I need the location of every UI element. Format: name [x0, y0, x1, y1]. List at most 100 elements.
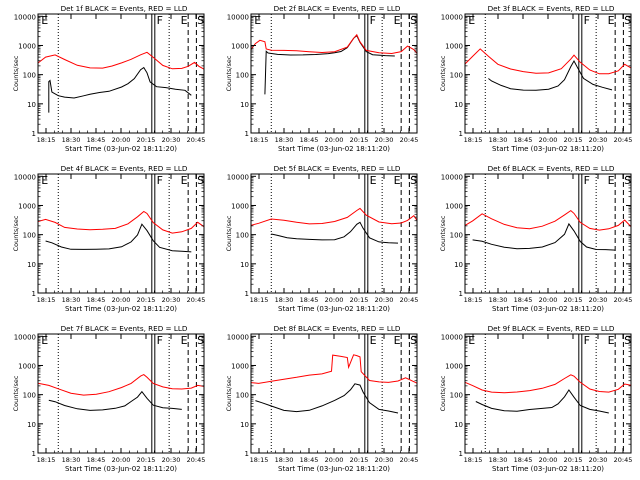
- event-marker-label: E: [468, 334, 475, 347]
- x-axis-label: Start Time (03-Jun-02 18:11:20): [65, 465, 177, 473]
- lld-series-line: [250, 207, 418, 226]
- x-axis-label: Start Time (03-Jun-02 18:11:20): [492, 305, 604, 313]
- chart-panel-9f: 1 10 100 1000 10000 18:15 18:30 18:45 20:00 20:15…: [439, 324, 632, 473]
- y-tick-label: 10000: [14, 333, 36, 341]
- x-tick-label: 18:30: [489, 136, 508, 144]
- y-tick-label: 1: [245, 130, 249, 138]
- x-tick-label: 18:30: [489, 296, 508, 304]
- event-marker-label: E: [181, 334, 188, 347]
- event-marker-label: S: [410, 334, 417, 347]
- y-tick-label: 10: [240, 101, 249, 109]
- x-axis-label: Start Time (03-Jun-02 18:11:20): [65, 145, 177, 153]
- x-tick-label: 20:00: [325, 456, 344, 464]
- x-tick-label: 18:15: [37, 456, 56, 464]
- event-marker-label: E: [181, 174, 188, 187]
- event-marker-label: E: [181, 14, 188, 27]
- x-tick-label: 20:45: [400, 136, 419, 144]
- y-tick-label: 10000: [227, 333, 249, 341]
- chart-title: Det 3f BLACK = Events, RED = LLD: [488, 4, 615, 13]
- lld-series-line: [250, 33, 418, 55]
- chart-title: Det 9f BLACK = Events, RED = LLD: [488, 324, 615, 333]
- x-tick-label: 18:45: [300, 296, 319, 304]
- x-tick-label: 20:00: [539, 456, 558, 464]
- x-tick-label: 18:30: [275, 456, 294, 464]
- y-tick-label: 1: [32, 130, 36, 138]
- x-tick-label: 20:30: [589, 136, 608, 144]
- y-tick-label: 10: [27, 101, 36, 109]
- x-tick-label: 18:45: [300, 456, 319, 464]
- event-marker-label: S: [197, 14, 204, 27]
- event-marker-label: E: [370, 174, 377, 187]
- events-series-line: [255, 383, 399, 414]
- x-axis-label: Start Time (03-Jun-02 18:11:20): [278, 145, 390, 153]
- x-tick-label: 18:45: [514, 456, 533, 464]
- y-tick-label: 100: [450, 392, 463, 400]
- y-tick-label: 1000: [18, 362, 36, 370]
- x-tick-label: 18:30: [489, 456, 508, 464]
- lld-series-line: [464, 48, 632, 75]
- chart-panel-1f: 1 10 100 1000 10000 18:15 18:30 18:45 20:00 20:15…: [12, 4, 205, 153]
- x-tick-label: 20:15: [137, 456, 156, 464]
- x-tick-label: 20:15: [137, 296, 156, 304]
- x-tick-label: 20:00: [112, 296, 131, 304]
- x-tick-label: 18:15: [464, 296, 483, 304]
- y-tick-label: 1000: [231, 362, 249, 370]
- events-series-line: [48, 66, 192, 113]
- y-tick-label: 1000: [231, 202, 249, 210]
- y-tick-label: 100: [23, 392, 36, 400]
- x-tick-label: 18:15: [37, 136, 56, 144]
- event-marker-label: E: [608, 334, 615, 347]
- y-tick-label: 10000: [227, 173, 249, 181]
- event-marker-label: E: [41, 14, 48, 27]
- y-tick-label: 1: [459, 290, 463, 298]
- x-tick-label: 20:00: [112, 456, 131, 464]
- x-tick-label: 18:30: [275, 296, 294, 304]
- y-tick-label: 100: [450, 72, 463, 80]
- x-tick-label: 18:15: [250, 456, 269, 464]
- events-series-line: [264, 34, 395, 95]
- y-axis-label: Counts/sec: [225, 375, 233, 411]
- y-axis-label: Counts/sec: [12, 375, 20, 411]
- x-tick-label: 20:15: [350, 456, 369, 464]
- event-marker-label: S: [410, 174, 417, 187]
- event-marker-label: F: [370, 14, 376, 27]
- y-tick-label: 1: [459, 450, 463, 458]
- y-tick-label: 100: [236, 72, 249, 80]
- chart-panel-2f: 1 10 100 1000 10000 18:15 18:30 18:45 20:00 20:15…: [225, 4, 418, 153]
- events-series-line: [472, 222, 616, 251]
- chart-title: Det 2f BLACK = Events, RED = LLD: [274, 4, 401, 13]
- y-tick-label: 1: [32, 290, 36, 298]
- x-tick-label: 20:15: [564, 136, 583, 144]
- lld-series-line: [250, 354, 418, 384]
- y-axis-label: Counts/sec: [439, 55, 447, 91]
- x-tick-label: 20:30: [375, 136, 394, 144]
- x-tick-label: 18:45: [514, 136, 533, 144]
- chart-title: Det 8f BLACK = Events, RED = LLD: [274, 324, 401, 333]
- event-marker-label: E: [41, 334, 48, 347]
- event-marker-label: E: [41, 174, 48, 187]
- y-tick-label: 10000: [227, 13, 249, 21]
- event-marker-label: S: [410, 14, 417, 27]
- y-tick-label: 1: [32, 450, 36, 458]
- event-marker-label: E: [394, 334, 401, 347]
- event-marker-label: F: [584, 14, 590, 27]
- y-tick-label: 10: [27, 421, 36, 429]
- x-tick-label: 20:30: [589, 296, 608, 304]
- events-series-line: [271, 221, 399, 244]
- event-marker-label: E: [608, 14, 615, 27]
- y-tick-label: 1000: [18, 42, 36, 50]
- y-tick-label: 1000: [445, 362, 463, 370]
- x-tick-label: 20:00: [539, 296, 558, 304]
- x-tick-label: 18:15: [250, 136, 269, 144]
- events-series-line: [48, 390, 182, 411]
- chart-title: Det 4f BLACK = Events, RED = LLD: [61, 164, 188, 173]
- x-tick-label: 20:45: [187, 136, 206, 144]
- x-tick-label: 18:15: [250, 296, 269, 304]
- chart-panel-4f: 1 10 100 1000 10000 18:15 18:30 18:45 20:00 20:15…: [12, 164, 205, 313]
- x-tick-label: 18:30: [275, 136, 294, 144]
- chart-panel-7f: 1 10 100 1000 10000 18:15 18:30 18:45 20:00 20:15…: [12, 324, 205, 473]
- x-tick-label: 20:45: [614, 456, 633, 464]
- event-marker-label: S: [197, 174, 204, 187]
- y-tick-label: 100: [236, 232, 249, 240]
